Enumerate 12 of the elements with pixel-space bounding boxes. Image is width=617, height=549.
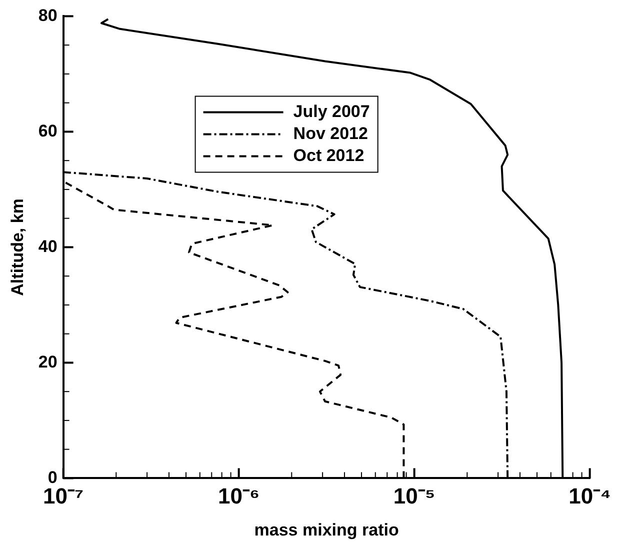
x-tick-label: 10⁻⁴: [568, 483, 612, 508]
y-tick-label: 40: [38, 236, 58, 256]
y-tick-label: 80: [38, 6, 58, 25]
legend-label: Nov 2012: [293, 124, 368, 143]
x-axis-title: mass mixing ratio: [254, 520, 399, 540]
legend-label: Oct 2012: [293, 146, 364, 165]
y-tick-label: 20: [38, 352, 58, 372]
y-tick-label: 60: [38, 121, 58, 140]
x-tick-label: 10⁻⁶: [218, 483, 260, 508]
x-tick-label: 10⁻⁵: [393, 483, 436, 508]
y-axis-title: Altitude, km: [8, 198, 27, 296]
legend-label: July 2007: [293, 102, 370, 121]
